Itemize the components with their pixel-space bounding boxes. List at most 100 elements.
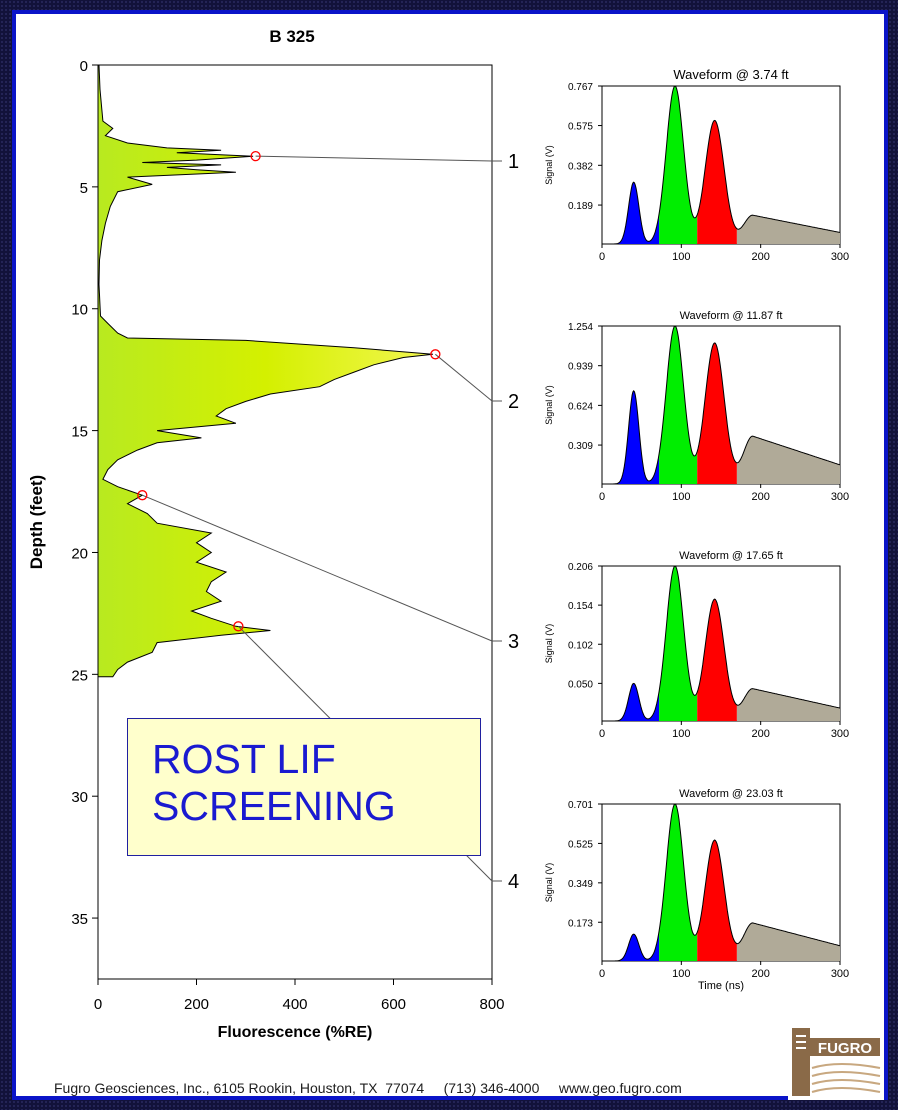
waveform-panel-2: Waveform @ 11.87 ft 0 100 200 300 0.309 0.624 0… [544,310,849,503]
x-tick-label: 400 [282,996,307,1013]
depth-marker-1 [250,151,261,162]
waveform-x-tick-label: 300 [831,251,849,263]
waveform-x-tick-label: 200 [751,968,769,980]
waveform-title: Waveform @ 17.65 ft [679,550,783,562]
x-tick-label: 600 [381,996,406,1013]
peak-gray [736,436,840,484]
peak-blue [617,182,660,244]
waveform-y-tick-label: 0.575 [568,122,593,133]
waveform-x-tick-label: 100 [672,728,690,740]
waveform-x-tick-label: 100 [672,968,690,980]
callout-line-2: SCREENING [152,783,396,829]
waveform-y-tick-label: 0.189 [568,201,593,212]
waveform-title: Waveform @ 11.87 ft [680,310,783,322]
waveform-y-tick-label: 1.254 [568,322,593,333]
y-tick-label: 25 [71,667,88,684]
waveform-title: Waveform @ 3.74 ft [673,67,789,82]
waveform-panels: Waveform @ 3.74 ft 0 100 200 300 0.189 0.382 0.… [544,67,849,992]
marker-label-3: 3 [508,631,519,653]
callout-line-1: ROST LIF [152,736,336,782]
waveform-y-tick-label: 0.624 [568,401,593,412]
waveform-x-tick-label: 0 [599,728,605,740]
chart-title: B 325 [269,27,314,46]
y-tick-label: 15 [71,424,88,441]
marker-label-2: 2 [508,391,519,413]
waveform-y-axis-label: Signal (V) [544,385,554,425]
rost-lif-screening-callout: ROST LIF SCREENING [127,718,481,856]
footer-phone: (713) 346-4000 [443,1080,540,1096]
waveform-x-axis-label: Time (ns) [698,980,744,992]
y-tick-label: 10 [71,302,88,319]
waveform-x-tick-label: 0 [599,491,605,503]
peak-red [697,599,737,721]
waveform-x-tick-label: 100 [672,251,690,263]
footer-contact: Fugro Geosciences, Inc., 6105 Rookin, Ho… [54,1080,682,1096]
fluorescence-profile [97,64,433,678]
y-tick-label: 30 [71,789,88,806]
waveform-x-tick-label: 300 [831,968,849,980]
waveform-x-tick-label: 0 [599,968,605,980]
waveform-x-tick-label: 200 [751,728,769,740]
peak-gray [736,688,840,721]
waveform-outline [602,325,841,485]
waveform-x-tick-label: 100 [672,491,690,503]
x-tick-label: 0 [94,996,102,1013]
x-tick-label: 200 [184,996,209,1013]
waveform-panel-4: Waveform @ 23.03 ft 0 100 200 300 0.173 0.349 0… [544,788,849,992]
waveform-y-tick-label: 0.173 [568,918,593,929]
peak-blue [617,390,660,484]
waveform-outline [602,565,841,722]
depth-profile-plot: 0 200 400 600 800 0 5 10 15 20 25 30 35 Fluorescence … [27,58,505,1041]
footer-company: Fugro Geosciences, Inc., 6105 Rookin, Ho… [54,1080,425,1096]
logo-text: FUGRO [818,1040,872,1057]
waveform-y-tick-label: 0.102 [568,640,593,651]
waveform-panel-1: Waveform @ 3.74 ft 0 100 200 300 0.189 0.382 0.… [544,67,849,263]
y-tick-label: 0 [80,58,88,75]
y-tick-label: 35 [71,911,88,928]
leader-line-1 [255,155,493,162]
peak-red [697,120,737,244]
peak-gray [736,922,840,961]
y-axis-label: Depth (feet) [27,475,46,569]
waveform-y-tick-label: 0.525 [568,839,593,850]
waveform-outline [602,85,841,245]
depth-marker-2 [430,349,441,360]
depth-marker-3 [137,490,148,501]
x-tick-label: 800 [479,996,504,1013]
waveform-y-axis-label: Signal (V) [544,863,554,903]
waveform-title: Waveform @ 23.03 ft [679,788,783,800]
waveform-x-tick-label: 200 [751,251,769,263]
peak-red [697,342,737,484]
waveform-x-tick-label: 300 [831,728,849,740]
waveform-y-tick-label: 0.050 [568,679,593,690]
y-tick-label: 20 [71,545,88,562]
waveform-x-tick-label: 0 [599,251,605,263]
waveform-y-tick-label: 0.349 [568,879,593,890]
marker-label-4: 4 [508,871,519,893]
leader-line-2 [435,353,493,402]
peak-blue [617,683,660,721]
waveform-outline [602,803,841,962]
footer-website[interactable]: www.geo.fugro.com [558,1080,682,1096]
waveform-y-axis-label: Signal (V) [544,624,554,664]
marker-label-1: 1 [508,151,519,173]
waveform-y-axis-label: Signal (V) [544,145,554,185]
peak-gray [736,215,840,244]
waveform-y-tick-label: 0.767 [568,82,593,93]
waveform-y-tick-label: 0.701 [568,800,593,811]
depth-marker-4 [233,621,244,632]
peak-red [697,840,737,961]
waveform-x-tick-label: 200 [751,491,769,503]
waveform-panel-3: Waveform @ 17.65 ft 0 100 200 300 0.050 0.102 0… [544,550,849,740]
waveform-y-tick-label: 0.154 [568,601,593,612]
fugro-logo: FUGRO [788,1024,884,1100]
leader-line-3 [142,494,493,642]
waveform-x-tick-label: 300 [831,491,849,503]
waveform-y-tick-label: 0.382 [568,161,593,172]
waveform-y-tick-label: 0.206 [568,562,593,573]
peak-blue [617,930,660,961]
x-axis-label: Fluorescence (%RE) [218,1024,373,1041]
y-tick-label: 5 [80,180,88,197]
waveform-y-tick-label: 0.939 [568,362,593,373]
